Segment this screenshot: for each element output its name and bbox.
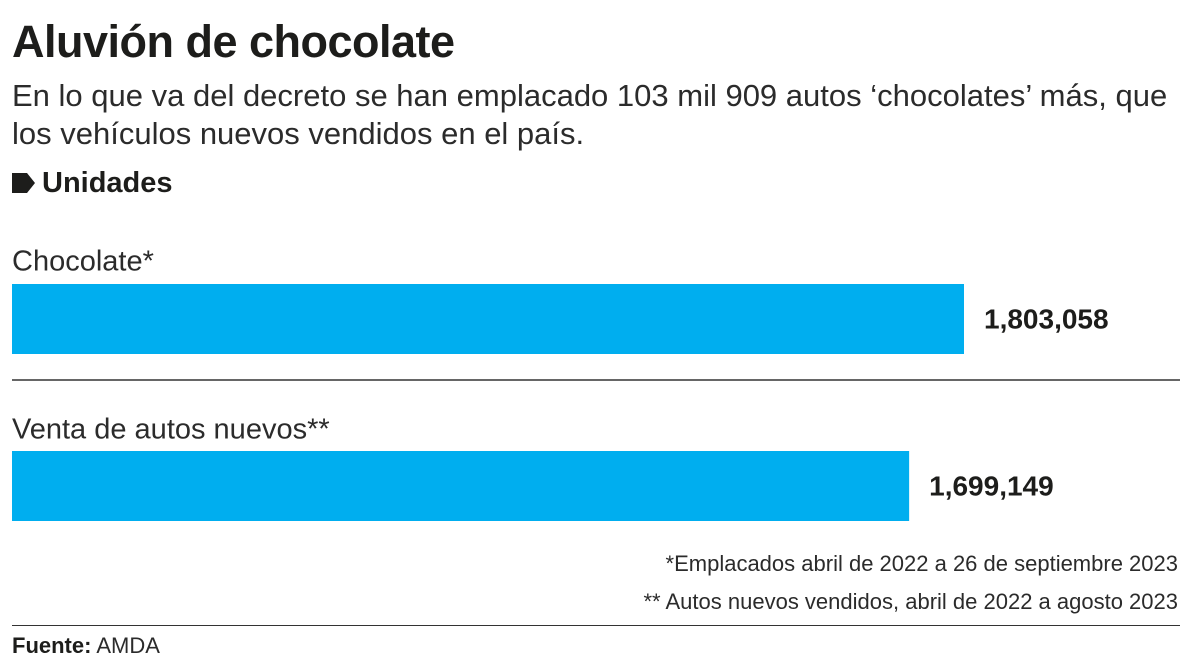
tag-marker-icon bbox=[12, 173, 35, 193]
units-label: Unidades bbox=[42, 166, 173, 199]
bar-venta-de-autos-nuevos bbox=[12, 451, 910, 521]
source-label: Fuente: bbox=[12, 633, 92, 658]
units-heading: Unidades bbox=[12, 164, 173, 202]
value-label-chocolate: 1,803,058 bbox=[984, 303, 1109, 334]
value-label-venta-de-autos-nuevos: 1,699,149 bbox=[929, 470, 1054, 501]
source-value: AMDA bbox=[96, 633, 160, 658]
source-line: Fuente: AMDA bbox=[12, 633, 160, 659]
footnote-chocolate: *Emplacados abril de 2022 a 26 de septie… bbox=[665, 551, 1178, 576]
source-divider bbox=[12, 625, 1180, 626]
category-label-chocolate: Chocolate* bbox=[12, 246, 154, 278]
chart-subtitle: En lo que va del decreto se han emplacad… bbox=[12, 78, 1168, 151]
footnote-new-cars: ** Autos nuevos vendidos, abril de 2022 … bbox=[643, 589, 1178, 614]
chart-layer: Chocolate* 1,803,058 Venta de autos nuevos… bbox=[12, 246, 1180, 521]
chart-title: Aluvión de chocolate bbox=[12, 16, 455, 67]
category-label-venta-de-autos-nuevos: Venta de autos nuevos** bbox=[12, 414, 330, 446]
bar-chocolate bbox=[12, 284, 964, 354]
